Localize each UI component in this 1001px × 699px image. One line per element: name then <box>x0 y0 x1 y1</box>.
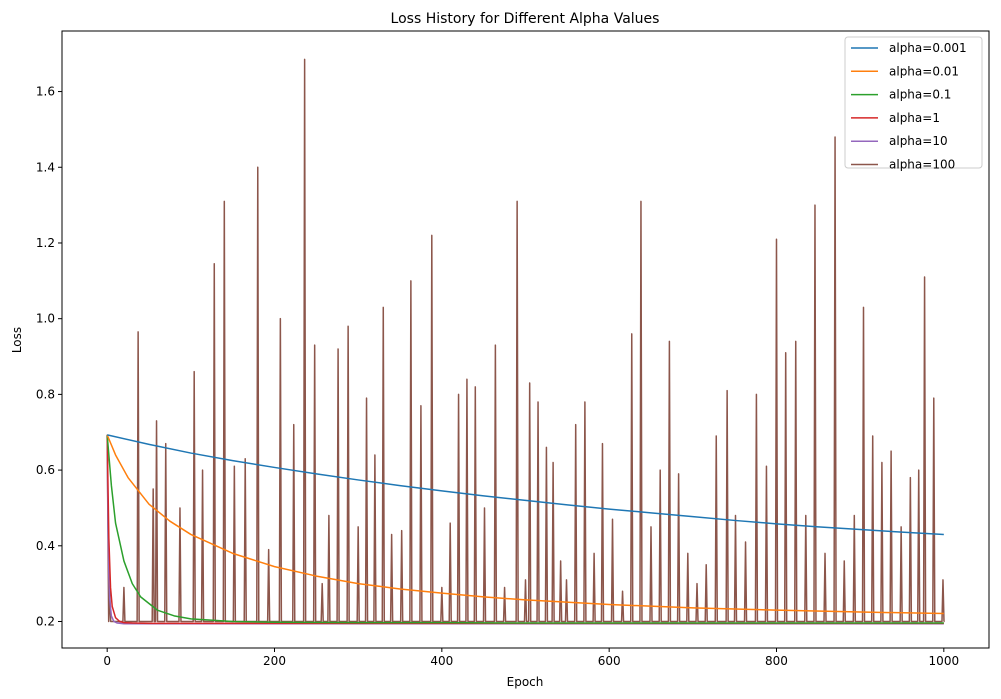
legend: alpha=0.001 alpha=0.01 alpha=0.1 alpha=1 alp… <box>844 36 983 172</box>
y-tick-label: 1.6 <box>36 85 55 99</box>
legend-label: alpha=0.1 <box>889 88 951 102</box>
series-line-alpha-100 <box>106 58 945 623</box>
x-axis-ticks: 0 200 400 600 800 1000 <box>103 648 959 668</box>
y-tick-label: 1.4 <box>36 160 55 174</box>
y-tick-label: 0.6 <box>36 463 55 477</box>
series-line-alpha-0-01 <box>106 434 944 615</box>
y-tick-label: 0.2 <box>36 615 55 629</box>
x-tick-label: 800 <box>765 654 788 668</box>
legend-box <box>844 36 983 169</box>
series-line-alpha-1 <box>106 434 944 625</box>
y-tick-label: 1.0 <box>36 312 55 326</box>
series-line-alpha-0-001 <box>107 434 944 536</box>
plot-area <box>106 58 945 625</box>
legend-label: alpha=1 <box>889 111 940 125</box>
x-tick-label: 600 <box>598 654 621 668</box>
y-tick-label: 0.4 <box>36 539 55 553</box>
x-tick-label: 400 <box>430 654 453 668</box>
x-tick-label: 0 <box>103 654 111 668</box>
x-axis-label: Epoch <box>507 675 544 689</box>
y-tick-label: 0.8 <box>36 387 55 401</box>
y-axis-ticks: 0.2 0.4 0.6 0.8 1.0 1.2 1.4 1.6 <box>36 85 62 629</box>
y-axis-label: Loss <box>10 327 24 353</box>
legend-label: alpha=100 <box>889 158 955 172</box>
legend-label: alpha=0.001 <box>889 41 967 55</box>
legend-label: alpha=10 <box>889 134 948 148</box>
legend-label: alpha=0.01 <box>889 64 959 78</box>
chart-title: Loss History for Different Alpha Values <box>391 11 660 27</box>
x-tick-label: 200 <box>263 654 286 668</box>
x-tick-label: 1000 <box>929 654 960 668</box>
series-line-alpha-0-1 <box>106 434 944 624</box>
plot-frame <box>61 30 990 649</box>
y-tick-label: 1.2 <box>36 236 55 250</box>
